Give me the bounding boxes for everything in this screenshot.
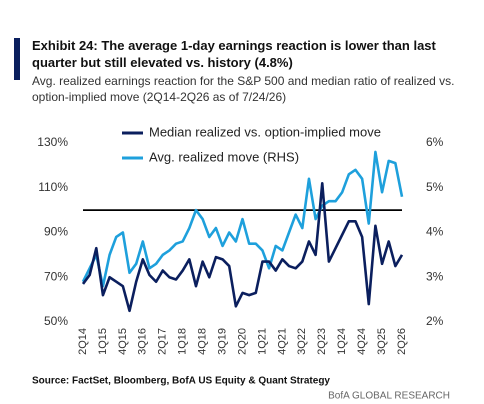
- y-tick-label: 110%: [38, 180, 68, 194]
- y2-tick-label: 5%: [426, 180, 444, 194]
- chart-title: Exhibit 24: The average 1-day earnings r…: [32, 38, 436, 70]
- x-tick-label: 3Q22: [296, 328, 308, 355]
- x-tick-label: 4Q18: [197, 328, 209, 355]
- y2-tick-label: 4%: [426, 225, 444, 239]
- x-tick-label: 2Q26: [396, 328, 408, 355]
- x-tick-label: 1Q24: [336, 328, 348, 355]
- x-tick-label: 3Q25: [376, 328, 388, 355]
- legend-label: Avg. realized move (RHS): [149, 149, 299, 164]
- x-tick-label: 2Q17: [157, 328, 169, 355]
- x-tick-label: 2Q14: [77, 328, 89, 355]
- y2-tick-label: 2%: [426, 314, 444, 328]
- x-tick-label: 1Q15: [97, 328, 109, 355]
- x-tick-label: 4Q24: [356, 328, 368, 355]
- y2-tick-label: 6%: [426, 135, 444, 149]
- chart-subtitle: Avg. realized earnings reaction for the …: [32, 74, 455, 104]
- x-tick-label: 2Q20: [236, 328, 248, 355]
- watermark: BofA GLOBAL RESEARCH: [328, 391, 450, 402]
- series-line: [81, 181, 404, 313]
- series-line: [81, 150, 404, 288]
- y-tick-label: 90%: [44, 225, 68, 239]
- y-tick-label: 50%: [44, 314, 68, 328]
- accent-bar: [14, 38, 20, 80]
- y2-tick-label: 3%: [426, 269, 444, 283]
- x-tick-label: 1Q21: [256, 328, 268, 355]
- x-tick-label: 2Q23: [316, 328, 328, 355]
- x-tick-label: 4Q15: [117, 328, 129, 355]
- legend-label: Median realized vs. option-implied move: [149, 124, 381, 139]
- x-tick-label: 1Q18: [177, 328, 189, 355]
- y-tick-label: 70%: [44, 269, 68, 283]
- x-tick-label: 3Q16: [137, 328, 149, 355]
- x-tick-label: 4Q21: [276, 328, 288, 355]
- y-tick-label: 130%: [37, 135, 68, 149]
- x-tick-label: 3Q19: [216, 328, 228, 355]
- source: Source: FactSet, Bloomberg, BofA US Equi…: [32, 376, 330, 387]
